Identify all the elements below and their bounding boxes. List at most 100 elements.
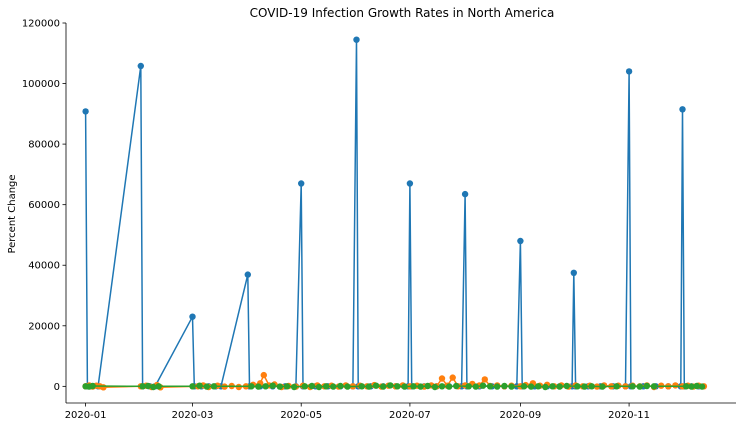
data-point bbox=[248, 383, 255, 390]
data-point bbox=[189, 383, 196, 390]
data-point bbox=[196, 382, 203, 389]
data-point bbox=[693, 382, 700, 390]
x-tick-label: 2020-01 bbox=[65, 410, 107, 421]
data-point bbox=[650, 383, 658, 390]
data-point bbox=[438, 375, 446, 382]
data-point bbox=[613, 383, 620, 390]
data-point bbox=[643, 382, 651, 390]
data-point bbox=[479, 382, 487, 389]
data-point bbox=[542, 383, 549, 391]
data-point bbox=[380, 383, 387, 390]
data-point bbox=[517, 237, 524, 245]
plot-series bbox=[82, 36, 708, 391]
y-tick-label: 80000 bbox=[28, 140, 60, 151]
data-point bbox=[189, 313, 196, 320]
data-point bbox=[401, 383, 408, 390]
data-point bbox=[445, 383, 453, 390]
data-point bbox=[255, 383, 262, 390]
data-point bbox=[337, 382, 344, 390]
data-point bbox=[308, 382, 316, 390]
data-point bbox=[481, 376, 488, 383]
data-point bbox=[144, 382, 152, 390]
data-point bbox=[501, 382, 508, 390]
data-point bbox=[155, 383, 162, 390]
data-point bbox=[301, 383, 308, 390]
data-point bbox=[290, 383, 298, 391]
data-point bbox=[262, 383, 269, 390]
data-point bbox=[394, 383, 401, 390]
data-point bbox=[494, 383, 501, 390]
data-point bbox=[698, 383, 706, 390]
data-point bbox=[353, 36, 360, 43]
data-point bbox=[330, 383, 337, 390]
data-point bbox=[465, 383, 472, 390]
data-point bbox=[449, 374, 456, 381]
data-point bbox=[417, 383, 424, 390]
data-point bbox=[344, 383, 351, 390]
data-point bbox=[410, 383, 417, 390]
data-point bbox=[210, 383, 218, 390]
data-point bbox=[244, 271, 251, 278]
x-tick-label: 2020-07 bbox=[389, 410, 431, 421]
y-tick-label: 120000 bbox=[22, 19, 60, 30]
data-point bbox=[570, 269, 577, 276]
data-point bbox=[625, 68, 633, 75]
y-tick-label: 0 bbox=[54, 382, 60, 393]
y-tick-label: 60000 bbox=[28, 200, 60, 211]
data-point bbox=[520, 383, 528, 390]
data-point bbox=[406, 180, 414, 187]
data-point bbox=[89, 382, 96, 390]
y-tick-label: 20000 bbox=[28, 321, 60, 332]
y-tick-label: 40000 bbox=[28, 261, 60, 272]
data-point bbox=[563, 382, 570, 390]
data-point bbox=[508, 383, 515, 390]
data-point bbox=[323, 383, 330, 390]
data-point bbox=[629, 383, 636, 390]
x-tick-label: 2020-09 bbox=[499, 410, 541, 421]
data-point bbox=[549, 383, 556, 390]
data-point bbox=[527, 383, 535, 390]
data-point bbox=[260, 371, 267, 379]
data-point bbox=[672, 382, 679, 389]
data-point bbox=[372, 382, 380, 389]
y-axis-label: Percent Change bbox=[7, 174, 18, 253]
x-tick-label: 2020-11 bbox=[608, 410, 650, 421]
data-point bbox=[682, 383, 690, 390]
series-3 bbox=[82, 382, 706, 391]
data-point bbox=[588, 383, 595, 390]
data-point bbox=[486, 383, 494, 390]
x-tick-label: 2020-05 bbox=[280, 410, 322, 421]
data-point bbox=[298, 180, 305, 187]
data-point bbox=[137, 62, 144, 70]
data-point bbox=[387, 382, 394, 389]
series-line bbox=[84, 39, 699, 388]
data-point bbox=[431, 383, 439, 391]
data-point bbox=[556, 383, 563, 390]
data-point bbox=[461, 190, 469, 198]
data-point bbox=[599, 383, 606, 390]
data-point bbox=[358, 383, 365, 390]
data-point bbox=[574, 383, 581, 390]
data-point bbox=[581, 383, 588, 390]
data-point bbox=[150, 383, 157, 391]
y-tick-label: 100000 bbox=[22, 79, 60, 90]
data-point bbox=[424, 382, 431, 390]
axes: 0 20000 40000 60000 80000 100000 120000 2020-01… bbox=[22, 19, 736, 421]
data-point bbox=[269, 382, 276, 389]
x-tick-label: 2020-03 bbox=[172, 410, 214, 421]
data-point bbox=[82, 108, 89, 115]
data-point bbox=[472, 383, 479, 390]
series-1 bbox=[82, 36, 702, 390]
data-point bbox=[100, 384, 107, 391]
data-point bbox=[453, 382, 460, 390]
data-point bbox=[315, 383, 323, 391]
chart-title: COVID-19 Infection Growth Rates in North… bbox=[250, 6, 555, 20]
data-point bbox=[139, 383, 146, 390]
data-point bbox=[365, 383, 373, 390]
data-point bbox=[438, 383, 446, 390]
data-point bbox=[688, 383, 695, 390]
data-point bbox=[276, 383, 283, 390]
data-point bbox=[203, 383, 210, 390]
data-point bbox=[679, 106, 686, 113]
